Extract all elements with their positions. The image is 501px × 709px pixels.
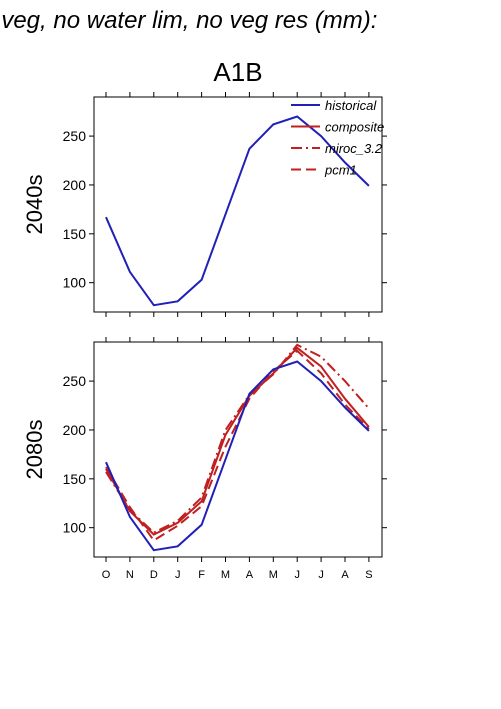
x-tick-label: M	[221, 569, 230, 581]
x-tick-label: O	[102, 569, 111, 581]
legend-label: historical	[325, 98, 377, 113]
series-line-pcm1	[105, 349, 370, 542]
series-line-historical	[105, 115, 370, 307]
legend-label: pcm1	[324, 163, 357, 178]
y-tick-label: 100	[63, 520, 87, 536]
series-line-historical	[105, 360, 370, 552]
y-tick-label: 150	[63, 226, 87, 242]
legend-label: miroc_3.2	[325, 141, 383, 156]
x-tick-label: A	[246, 569, 254, 581]
panel-2040s: 100 150 200 250 2040s historical composite miro…	[22, 92, 387, 317]
legend-label: composite	[325, 120, 384, 135]
x-tick-label: J	[318, 569, 324, 581]
series-line-composite	[105, 346, 370, 536]
y-tick-label: 250	[63, 373, 87, 389]
x-tick-label: M	[269, 569, 278, 581]
x-tick-label: D	[150, 569, 158, 581]
figure-title: f veg, no water lim, no veg res (mm):	[0, 7, 377, 34]
y-tick-label: 200	[63, 422, 87, 438]
x-tick-label: J	[294, 569, 300, 581]
row-label: 2040s	[22, 175, 47, 235]
x-tick-label: F	[198, 569, 205, 581]
scenario-label: A1B	[213, 57, 262, 87]
series-line-miroc-3-2	[105, 343, 370, 534]
x-tick-label: A	[341, 569, 349, 581]
x-tick-label: N	[126, 569, 134, 581]
y-tick-label: 200	[63, 177, 87, 193]
x-tick-label: S	[365, 569, 372, 581]
x-tick-label: J	[175, 569, 181, 581]
row-label: 2080s	[22, 420, 47, 480]
plot-frame	[93, 96, 383, 313]
panel-2080s: 100 150 200 250 O N D J F M A M J J A S 2080s	[22, 337, 387, 581]
y-tick-label: 100	[63, 275, 87, 291]
y-tick-label: 150	[63, 471, 87, 487]
plot-frame	[93, 341, 383, 558]
y-tick-label: 250	[63, 128, 87, 144]
